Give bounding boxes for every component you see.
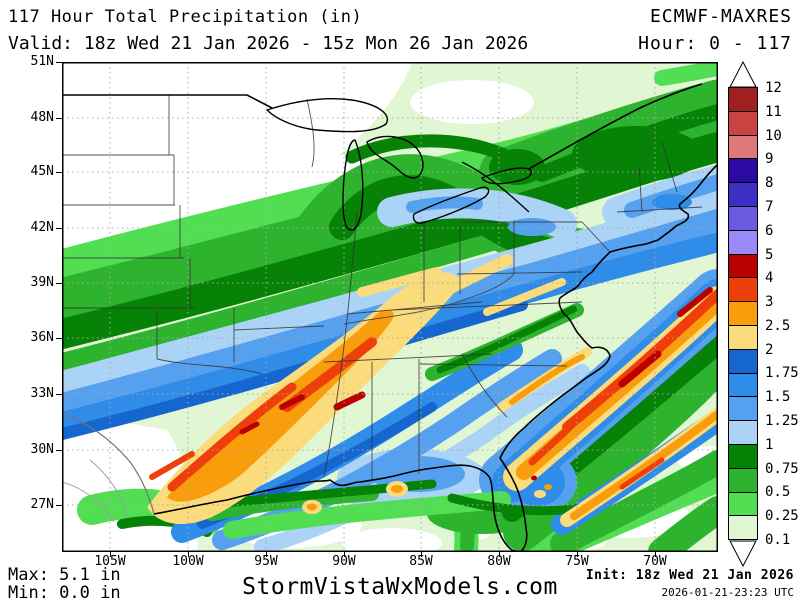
- colorbar-label: 1: [765, 436, 774, 453]
- precip-band-dark-red: [239, 287, 713, 481]
- lat-tick-label: 30N: [30, 442, 54, 457]
- lat-tick-mark: [56, 172, 62, 173]
- lon-tick-label: 75W: [565, 554, 589, 569]
- colorbar-cell: [728, 467, 758, 493]
- colorbar-label: 10: [765, 127, 782, 144]
- colorbar-label: 0.75: [765, 460, 799, 477]
- colorbar-label: 2.5: [765, 317, 791, 334]
- lon-tick-label: 80W: [487, 554, 511, 569]
- colorbar-label: 0.1: [765, 532, 791, 548]
- great-lakes: [265, 98, 533, 231]
- colorbar-label: 0.5: [765, 484, 791, 501]
- international-borders: [61, 83, 703, 523]
- lat-tick-mark: [56, 505, 62, 506]
- colorbar-cell: [728, 110, 758, 136]
- map-canvas: [41, 60, 746, 567]
- lat-tick-mark: [56, 450, 62, 451]
- colorbar-cell: [728, 491, 758, 517]
- colorbar-cell: [728, 229, 758, 255]
- precipitation-map: [41, 60, 746, 567]
- colorbar-cell: [728, 134, 758, 160]
- lat-tick-label: 36N: [30, 330, 54, 345]
- lat-tick-label: 39N: [30, 275, 54, 290]
- colorbar-label: 2: [765, 341, 774, 358]
- min-value: Min: 0.0 in: [8, 583, 121, 600]
- lat-tick-label: 51N: [30, 54, 54, 69]
- model-name: ECMWF-MAXRES: [649, 6, 792, 27]
- lon-tick-mark: [577, 552, 578, 557]
- lon-tick-mark: [266, 552, 267, 557]
- colorbar-cell: [728, 396, 758, 422]
- lat-tick-label: 45N: [30, 164, 54, 179]
- colorbar-cell: [728, 158, 758, 184]
- lon-tick-label: 100W: [172, 554, 204, 569]
- map-frame-border: [62, 62, 718, 552]
- lon-tick-label: 90W: [332, 554, 356, 569]
- lon-tick-mark: [110, 552, 111, 557]
- colorbar-cell: [728, 348, 758, 374]
- colorbar-cell: [728, 324, 758, 350]
- colorbar-cell: [728, 515, 758, 541]
- colorbar-arrow-up: [729, 60, 757, 88]
- lon-tick-mark: [499, 552, 500, 557]
- lon-tick-label: 95W: [254, 554, 278, 569]
- lat-tick-label: 42N: [30, 220, 54, 235]
- page-title: 117 Hour Total Precipitation (in): [8, 7, 363, 27]
- colorbar-cell: [728, 420, 758, 445]
- lon-tick-mark: [655, 552, 656, 557]
- colorbar-cell: [728, 87, 758, 112]
- colorbar-cell: [728, 277, 758, 303]
- colorbar-label: 9: [765, 151, 774, 168]
- colorbar-label: 5: [765, 246, 774, 263]
- colorbar-label: 0.25: [765, 508, 799, 525]
- colorbar-cell: [728, 205, 758, 231]
- forecast-hour-range: Hour: 0 - 117: [638, 33, 792, 54]
- colorbar-label: 7: [765, 198, 774, 215]
- valid-range: Valid: 18z Wed 21 Jan 2026 - 15z Mon 26 …: [8, 33, 529, 54]
- lon-tick-mark: [421, 552, 422, 557]
- max-value: Max: 5.1 in: [8, 565, 121, 585]
- colorbar-label: 11: [765, 103, 782, 120]
- colorbar-label: 3: [765, 294, 774, 311]
- lat-tick-mark: [56, 62, 62, 63]
- lat-tick-mark: [56, 228, 62, 229]
- lon-tick-label: 70W: [643, 554, 667, 569]
- init-timestamp-utc: 2026-01-21-23:23 UTC: [661, 586, 794, 599]
- colorbar-label: 1.5: [765, 389, 791, 406]
- colorbar-cell: [728, 301, 758, 326]
- lat-tick-label: 27N: [30, 497, 54, 512]
- lat-tick-mark: [56, 118, 62, 119]
- colorbar-arrow-down: [729, 540, 757, 568]
- lat-tick-label: 33N: [30, 386, 54, 401]
- coastline: [153, 163, 719, 553]
- lat-tick-mark: [56, 338, 62, 339]
- lon-tick-mark: [344, 552, 345, 557]
- state-borders: [62, 95, 703, 480]
- colorbar-cell: [728, 182, 758, 207]
- colorbar-label: 4: [765, 270, 774, 287]
- lat-tick-label: 48N: [30, 110, 54, 125]
- site-watermark: StormVistaWxModels.com: [242, 574, 558, 600]
- colorbar-cell: [728, 253, 758, 279]
- colorbar-cell: [728, 443, 758, 469]
- colorbar: [728, 87, 758, 541]
- colorbar-label: 12: [765, 80, 782, 96]
- init-time: Init: 18z Wed 21 Jan 2026: [585, 568, 794, 583]
- lon-tick-label: 85W: [409, 554, 433, 569]
- lat-tick-mark: [56, 394, 62, 395]
- colorbar-label: 1.25: [765, 413, 799, 430]
- lat-tick-mark: [56, 283, 62, 284]
- colorbar-label: 8: [765, 175, 774, 192]
- colorbar-cell: [728, 372, 758, 398]
- lon-tick-label: 105W: [94, 554, 126, 569]
- lon-tick-mark: [188, 552, 189, 557]
- colorbar-label: 6: [765, 222, 774, 239]
- colorbar-label: 1.75: [765, 365, 799, 382]
